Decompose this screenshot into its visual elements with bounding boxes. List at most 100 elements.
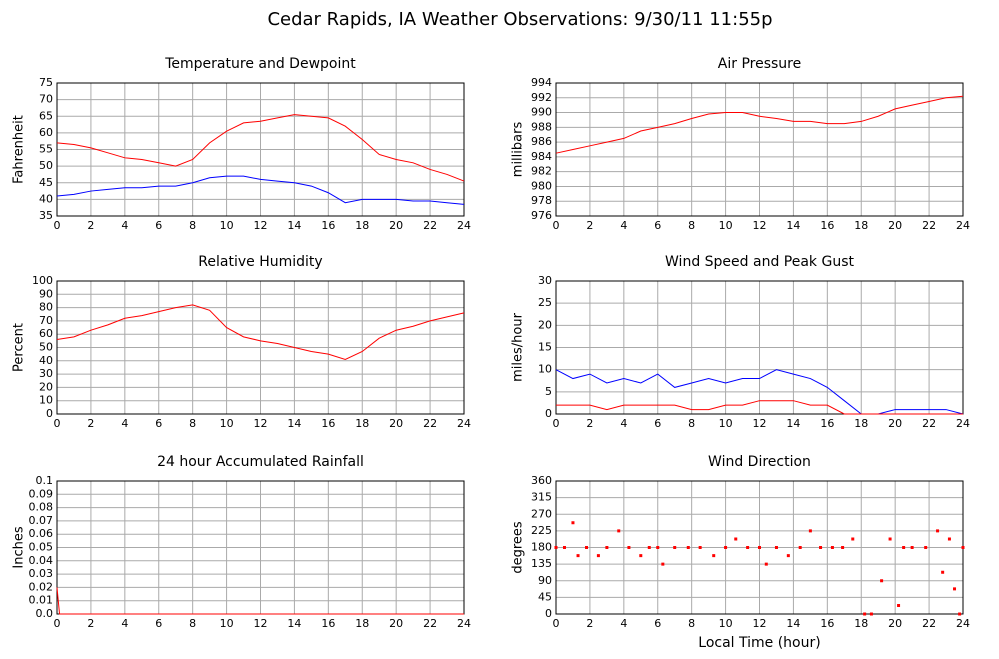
x-tick-label: 10 <box>719 219 733 232</box>
y-axis-label: Inches <box>12 526 27 568</box>
data-point <box>902 546 906 549</box>
y-tick-label: 135 <box>531 557 552 570</box>
y-tick-label: 45 <box>39 176 53 189</box>
y-tick-label: 65 <box>39 109 53 122</box>
x-tick-label: 24 <box>457 417 471 430</box>
x-tick-label: 0 <box>553 219 560 232</box>
data-point <box>953 587 957 591</box>
y-tick-label: 10 <box>39 394 53 407</box>
x-tick-label: 10 <box>719 617 733 630</box>
x-tick-label: 18 <box>355 417 369 430</box>
plot-frame <box>555 82 964 217</box>
x-tick-label: 4 <box>121 417 128 430</box>
x-tick-label: 22 <box>922 219 936 232</box>
y-tick-label: 15 <box>538 341 552 354</box>
x-tick-label: 6 <box>654 417 661 430</box>
y-tick-label: 976 <box>531 209 552 222</box>
y-tick-label: 180 <box>531 541 552 554</box>
x-tick-label: 2 <box>87 219 94 232</box>
x-tick-label: 14 <box>786 219 800 232</box>
y-tick-label: 60 <box>39 126 53 139</box>
data-point <box>958 612 962 616</box>
x-tick-label: 2 <box>87 417 94 430</box>
y-tick-label: 0.02 <box>29 580 54 593</box>
y-tick-label: 980 <box>531 179 552 192</box>
x-tick-label: 8 <box>688 417 695 430</box>
y-tick-label: 50 <box>39 159 53 172</box>
y-tick-label: 978 <box>531 194 552 207</box>
y-tick-label: 0.07 <box>29 514 54 527</box>
data-point <box>947 537 951 541</box>
y-tick-label: 986 <box>531 135 552 148</box>
x-tick-label: 18 <box>854 617 868 630</box>
y-tick-label: 982 <box>531 165 552 178</box>
data-point <box>774 546 778 549</box>
data-point <box>724 546 728 549</box>
y-tick-label: 70 <box>39 314 53 327</box>
x-tick-label: 24 <box>956 417 970 430</box>
data-point <box>936 529 940 533</box>
x-tick-label: 14 <box>786 617 800 630</box>
x-tick-label: 20 <box>389 219 403 232</box>
x-tick-label: 0 <box>54 617 61 630</box>
x-tick-label: 12 <box>753 219 767 232</box>
y-tick-label: 50 <box>39 341 53 354</box>
x-tick-label: 0 <box>553 617 560 630</box>
data-point <box>764 562 768 566</box>
data-point <box>647 546 651 549</box>
x-tick-label: 4 <box>121 219 128 232</box>
y-tick-label: 315 <box>531 491 552 504</box>
x-tick-label: 6 <box>155 417 162 430</box>
data-point <box>734 537 738 541</box>
data-point <box>605 546 609 549</box>
x-tick-label: 6 <box>155 219 162 232</box>
data-point <box>961 546 965 549</box>
y-tick-label: 30 <box>39 367 53 380</box>
x-tick-label: 22 <box>922 617 936 630</box>
data-point <box>673 546 677 549</box>
data-point <box>571 521 575 525</box>
y-tick-label: 984 <box>531 150 552 163</box>
data-point <box>758 546 761 549</box>
x-tick-label: 12 <box>254 417 268 430</box>
y-tick-label: 55 <box>39 143 53 156</box>
data-point <box>617 529 621 533</box>
y-tick-label: 992 <box>531 91 552 104</box>
y-tick-label: 360 <box>531 474 552 487</box>
data-line <box>56 175 465 205</box>
y-tick-label: 30 <box>538 274 552 287</box>
data-line <box>556 400 963 415</box>
x-tick-label: 2 <box>586 219 593 232</box>
x-tick-label: 10 <box>220 417 234 430</box>
x-tick-label: 16 <box>820 219 834 232</box>
panel-title: Temperature and Dewpoint <box>164 56 356 72</box>
data-point <box>585 546 589 549</box>
plot-frame <box>555 280 964 415</box>
x-tick-label: 6 <box>654 617 661 630</box>
x-tick-label: 18 <box>355 617 369 630</box>
x-tick-label: 6 <box>155 617 162 630</box>
y-tick-label: 0.09 <box>29 487 54 500</box>
x-tick-label: 16 <box>820 417 834 430</box>
x-tick-label: 0 <box>54 219 61 232</box>
x-tick-label: 22 <box>423 417 437 430</box>
panel-title: 24 hour Accumulated Rainfall <box>157 454 364 470</box>
data-point <box>851 537 855 541</box>
y-tick-label: 0.03 <box>29 567 54 580</box>
x-tick-label: 14 <box>287 617 301 630</box>
y-tick-label: 70 <box>39 93 53 106</box>
y-tick-label: 225 <box>531 524 552 537</box>
x-tick-label: 12 <box>254 219 268 232</box>
panel-title: Air Pressure <box>718 56 801 72</box>
y-tick-label: 0.01 <box>29 594 54 607</box>
x-tick-label: 10 <box>220 219 234 232</box>
data-point <box>863 612 867 616</box>
y-tick-label: 40 <box>39 354 53 367</box>
y-axis-label: Fahrenheit <box>12 115 27 184</box>
data-point <box>627 546 631 549</box>
data-line <box>555 369 964 415</box>
data-point <box>786 554 790 558</box>
data-point <box>830 546 834 549</box>
